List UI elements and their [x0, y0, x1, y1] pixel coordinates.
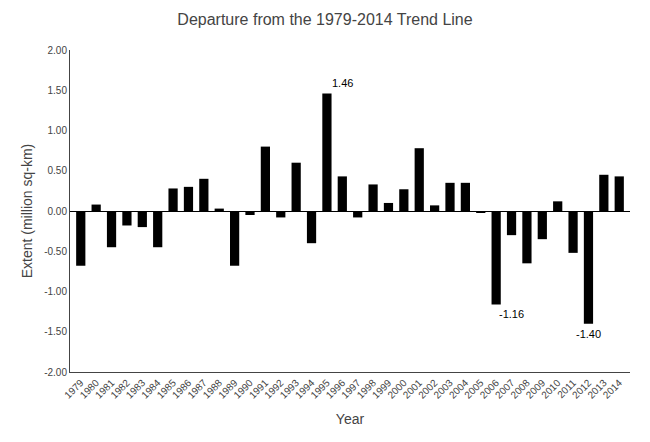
svg-text:2.00: 2.00	[48, 45, 68, 56]
svg-text:2004: 2004	[447, 377, 471, 401]
svg-text:2008: 2008	[508, 377, 532, 401]
svg-text:-1.16: -1.16	[499, 308, 524, 320]
svg-text:1982: 1982	[108, 377, 132, 401]
svg-text:Year: Year	[336, 411, 365, 427]
svg-text:1986: 1986	[170, 377, 194, 401]
svg-text:2002: 2002	[416, 377, 440, 401]
svg-text:2001: 2001	[401, 377, 425, 401]
svg-text:2007: 2007	[493, 377, 517, 401]
svg-text:1987: 1987	[185, 377, 209, 401]
svg-text:1990: 1990	[231, 377, 255, 401]
svg-text:1979: 1979	[62, 377, 86, 401]
svg-text:1.00: 1.00	[48, 125, 68, 136]
svg-text:1995: 1995	[308, 377, 332, 401]
svg-text:2005: 2005	[462, 377, 486, 401]
svg-text:1994: 1994	[293, 377, 317, 401]
svg-text:-1.40: -1.40	[576, 328, 601, 340]
svg-text:2006: 2006	[478, 377, 502, 401]
svg-text:Departure from the 1979-2014 T: Departure from the 1979-2014 Trend Line	[177, 11, 472, 28]
svg-text:-1.50: -1.50	[44, 326, 67, 337]
svg-text:2011: 2011	[555, 377, 578, 400]
svg-text:1993: 1993	[278, 377, 302, 401]
svg-text:1997: 1997	[339, 377, 363, 401]
svg-text:1999: 1999	[370, 377, 394, 401]
svg-text:1991: 1991	[247, 377, 271, 401]
svg-text:2010: 2010	[539, 377, 563, 401]
svg-text:-2.00: -2.00	[44, 367, 67, 378]
svg-text:0.00: 0.00	[48, 206, 68, 217]
svg-text:1992: 1992	[262, 377, 286, 401]
svg-text:1.50: 1.50	[48, 85, 68, 96]
svg-text:1983: 1983	[124, 377, 148, 401]
svg-text:2009: 2009	[524, 377, 548, 401]
svg-text:1998: 1998	[355, 377, 379, 401]
svg-text:1980: 1980	[78, 377, 102, 401]
svg-text:-0.50: -0.50	[44, 246, 67, 257]
svg-text:1989: 1989	[216, 377, 240, 401]
svg-text:0.50: 0.50	[48, 165, 68, 176]
svg-text:1984: 1984	[139, 377, 163, 401]
svg-text:2000: 2000	[385, 377, 409, 401]
svg-text:2003: 2003	[431, 377, 455, 401]
svg-text:1996: 1996	[324, 377, 348, 401]
svg-text:2013: 2013	[585, 377, 609, 401]
svg-text:Extent (million sq-km): Extent (million sq-km)	[19, 144, 35, 279]
svg-text:1981: 1981	[93, 377, 117, 401]
svg-text:-1.00: -1.00	[44, 286, 67, 297]
svg-text:2014: 2014	[601, 377, 625, 401]
svg-text:1988: 1988	[201, 377, 225, 401]
svg-text:1.46: 1.46	[332, 77, 353, 89]
svg-text:2012: 2012	[570, 377, 594, 401]
svg-text:1985: 1985	[155, 377, 179, 401]
